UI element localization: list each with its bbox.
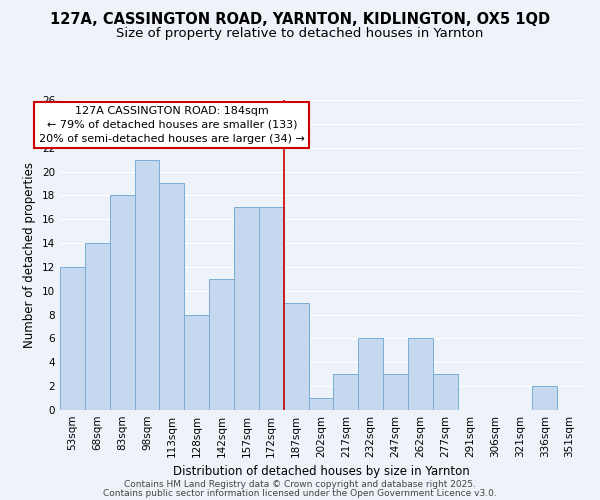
Bar xyxy=(383,374,408,410)
Text: Contains HM Land Registry data © Crown copyright and database right 2025.: Contains HM Land Registry data © Crown c… xyxy=(124,480,476,489)
Bar xyxy=(85,243,110,410)
Bar xyxy=(209,279,234,410)
Bar xyxy=(110,196,134,410)
Bar xyxy=(234,208,259,410)
Bar xyxy=(532,386,557,410)
Text: Size of property relative to detached houses in Yarnton: Size of property relative to detached ho… xyxy=(116,28,484,40)
Text: 127A CASSINGTON ROAD: 184sqm
← 79% of detached houses are smaller (133)
20% of s: 127A CASSINGTON ROAD: 184sqm ← 79% of de… xyxy=(39,106,305,144)
Bar xyxy=(184,314,209,410)
Bar xyxy=(308,398,334,410)
Bar xyxy=(160,184,184,410)
Text: Contains public sector information licensed under the Open Government Licence v3: Contains public sector information licen… xyxy=(103,488,497,498)
Y-axis label: Number of detached properties: Number of detached properties xyxy=(23,162,37,348)
Bar xyxy=(60,267,85,410)
X-axis label: Distribution of detached houses by size in Yarnton: Distribution of detached houses by size … xyxy=(173,466,469,478)
Bar xyxy=(284,302,308,410)
Bar xyxy=(134,160,160,410)
Bar xyxy=(259,208,284,410)
Bar xyxy=(433,374,458,410)
Bar xyxy=(334,374,358,410)
Bar xyxy=(408,338,433,410)
Bar xyxy=(358,338,383,410)
Text: 127A, CASSINGTON ROAD, YARNTON, KIDLINGTON, OX5 1QD: 127A, CASSINGTON ROAD, YARNTON, KIDLINGT… xyxy=(50,12,550,28)
